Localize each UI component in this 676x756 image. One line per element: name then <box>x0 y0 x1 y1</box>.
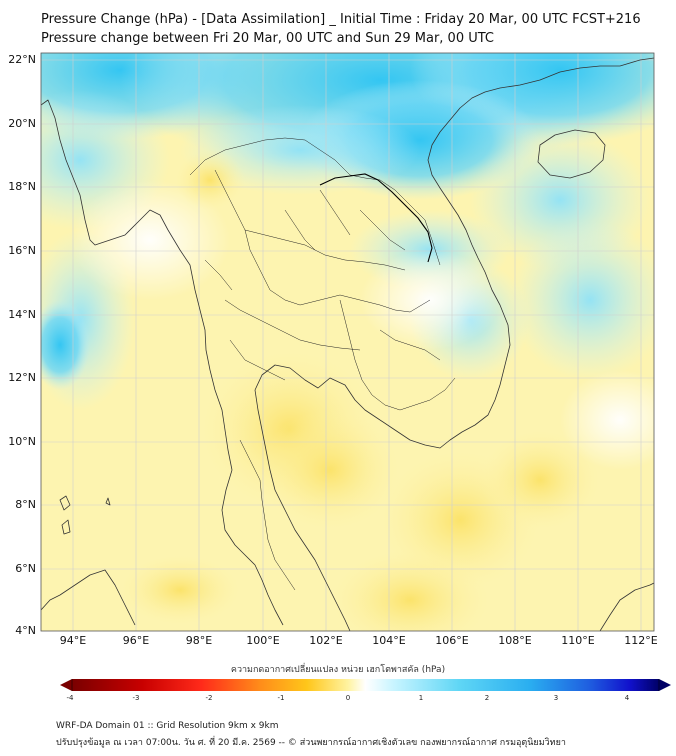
lon-label-96e: 96°E <box>122 634 150 647</box>
footer-model-info: WRF-DA Domain 01 :: Grid Resolution 9km … <box>56 721 279 731</box>
colorbar-tick: 1 <box>418 694 424 702</box>
colorbar-tick: -2 <box>205 694 213 702</box>
lat-label-16n: 16°N <box>8 244 36 257</box>
country-border <box>319 173 433 263</box>
footer-credit: ปรับปรุงข้อมูล ณ เวลา 07:00น. วัน ศ. ที่… <box>56 738 566 748</box>
lat-label-4n: 4°N <box>15 624 36 637</box>
colorbar-label: ความกดอากาศเปลี่ยนแปลง หน่วย เฮกโตพาสคัล… <box>230 665 446 675</box>
colorbar <box>60 679 671 691</box>
lat-label-10n: 10°N <box>8 435 36 448</box>
admin-borders <box>189 137 456 591</box>
lon-label-112e: 112°E <box>624 634 658 647</box>
lat-label-20n: 20°N <box>8 117 36 130</box>
lat-label-18n: 18°N <box>8 180 36 193</box>
lon-label-104e: 104°E <box>372 634 406 647</box>
colorbar-tick: 4 <box>624 694 630 702</box>
colorbar-right-arrow <box>659 679 671 691</box>
colorbar-tick: -1 <box>277 694 285 702</box>
map-subtitle: Pressure change between Fri 20 Mar, 00 U… <box>41 31 494 46</box>
lat-label-14n: 14°N <box>8 308 36 321</box>
lat-label-22n: 22°N <box>8 53 36 66</box>
graticule <box>41 53 654 631</box>
coastlines <box>41 57 654 631</box>
colorbar-tick: -4 <box>66 694 74 702</box>
lon-label-102e: 102°E <box>309 634 343 647</box>
lon-label-110e: 110°E <box>561 634 595 647</box>
map-frame <box>40 52 655 632</box>
lon-label-94e: 94°E <box>59 634 87 647</box>
lon-label-100e: 100°E <box>246 634 280 647</box>
lon-label-106e: 106°E <box>435 634 469 647</box>
colorbar-ticks <box>71 679 660 691</box>
lat-label-6n: 6°N <box>15 562 36 575</box>
lat-label-12n: 12°N <box>8 371 36 384</box>
lat-label-8n: 8°N <box>15 498 36 511</box>
map-title: Pressure Change (hPa) - [Data Assimilati… <box>41 12 641 27</box>
colorbar-left-arrow <box>60 679 72 691</box>
lon-label-108e: 108°E <box>498 634 532 647</box>
colorbar-gradient <box>72 679 659 691</box>
colorbar-tick: 0 <box>345 694 351 702</box>
pressure-field <box>41 53 654 631</box>
colorbar-tick: 2 <box>484 694 490 702</box>
colorbar-tick: 3 <box>553 694 559 702</box>
lon-label-98e: 98°E <box>185 634 213 647</box>
colorbar-tick: -3 <box>132 694 140 702</box>
